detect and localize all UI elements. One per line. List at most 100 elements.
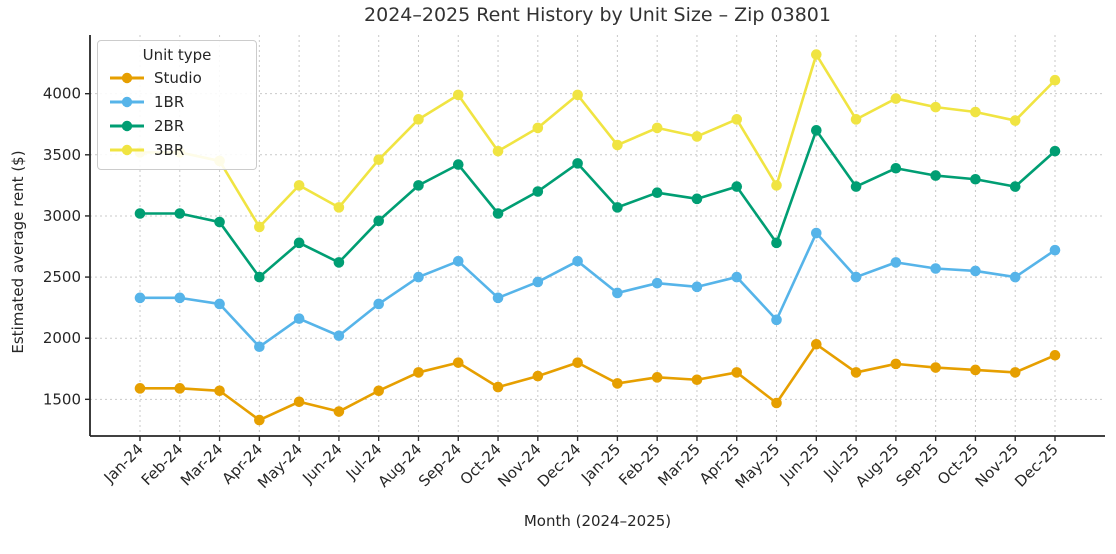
legend-swatch-Studio — [110, 72, 144, 84]
point-3BR-Sep-24 — [452, 89, 464, 101]
legend-items: Studio 1BR 2BR 3BR — [98, 66, 256, 162]
x-tick-label-Dec-25: Dec-25 — [1011, 440, 1062, 491]
legend-label-3BR: 3BR — [154, 141, 185, 159]
point-Studio-Jul-24 — [373, 385, 384, 397]
y-tick-label-2000: 2000 — [43, 329, 81, 347]
point-Studio-Sep-24 — [452, 357, 464, 368]
point-1BR-Dec-25 — [1049, 244, 1061, 256]
legend: Unit type Studio 1BR 2BR 3BR — [97, 40, 257, 170]
point-3BR-May-25 — [771, 180, 782, 191]
point-Studio-Dec-24 — [572, 357, 583, 368]
point-3BR-Mar-25 — [691, 131, 703, 142]
point-3BR-Dec-25 — [1049, 74, 1061, 86]
point-1BR-May-24 — [293, 313, 305, 324]
x-axis-label: Month (2024–2025) — [523, 512, 672, 530]
point-2BR-May-25 — [771, 237, 782, 249]
point-3BR-Dec-24 — [572, 89, 583, 101]
point-3BR-Aug-25 — [890, 93, 902, 104]
point-3BR-Oct-25 — [970, 106, 981, 118]
point-Studio-Mar-24 — [214, 385, 225, 397]
point-2BR-Feb-25 — [651, 187, 663, 199]
point-Studio-Jan-24 — [134, 383, 146, 394]
point-2BR-Jul-24 — [373, 215, 384, 227]
point-2BR-Mar-25 — [691, 193, 703, 205]
point-1BR-Nov-25 — [1009, 271, 1021, 283]
point-2BR-Apr-24 — [254, 271, 265, 283]
point-1BR-Oct-25 — [970, 265, 981, 277]
point-2BR-Sep-24 — [452, 159, 464, 170]
point-3BR-Apr-24 — [254, 221, 265, 233]
point-3BR-Jun-25 — [811, 49, 822, 60]
point-3BR-Oct-24 — [492, 145, 504, 157]
legend-label-Studio: Studio — [154, 69, 202, 87]
x-tick-label-May-25: May-25 — [732, 440, 784, 492]
point-2BR-Dec-25 — [1049, 145, 1061, 157]
point-Studio-May-25 — [771, 397, 782, 409]
point-Studio-Nov-25 — [1009, 367, 1021, 378]
legend-label-2BR: 2BR — [154, 117, 185, 135]
point-1BR-Aug-24 — [413, 271, 424, 283]
legend-item-3BR: 3BR — [98, 138, 256, 162]
point-1BR-Jul-25 — [850, 271, 862, 283]
point-2BR-Mar-24 — [214, 216, 225, 228]
point-2BR-Dec-24 — [572, 158, 583, 169]
point-1BR-Jan-24 — [134, 292, 146, 304]
point-Studio-Nov-24 — [532, 370, 544, 382]
point-1BR-Feb-24 — [174, 292, 186, 304]
legend-label-1BR: 1BR — [154, 93, 185, 111]
x-tick-label-Feb-25: Feb-25 — [615, 440, 664, 489]
legend-swatch-1BR — [110, 96, 144, 108]
legend-item-Studio: Studio — [98, 66, 256, 90]
chart-title: 2024–2025 Rent History by Unit Size – Zi… — [364, 4, 831, 26]
legend-swatch-3BR — [110, 144, 144, 156]
point-1BR-May-25 — [771, 314, 782, 326]
point-1BR-Feb-25 — [651, 277, 663, 289]
y-tick-label-4000: 4000 — [43, 85, 81, 103]
point-Studio-Oct-25 — [970, 364, 981, 376]
x-tick-label-May-24: May-24 — [254, 440, 306, 492]
point-3BR-May-24 — [293, 180, 305, 191]
x-tick-label-Feb-24: Feb-24 — [138, 440, 187, 489]
x-tick-label-Aug-25: Aug-25 — [852, 440, 903, 491]
point-3BR-Nov-25 — [1009, 115, 1021, 126]
point-1BR-Apr-25 — [731, 271, 743, 283]
point-Studio-Apr-24 — [254, 414, 265, 426]
point-3BR-Jul-25 — [850, 114, 862, 125]
point-2BR-Nov-24 — [532, 186, 544, 197]
point-3BR-Aug-24 — [413, 114, 424, 125]
point-1BR-Mar-24 — [214, 298, 225, 310]
point-1BR-Mar-25 — [691, 281, 703, 293]
point-3BR-Jul-24 — [373, 154, 384, 166]
point-2BR-Jun-25 — [811, 125, 822, 136]
point-3BR-Apr-25 — [731, 114, 743, 125]
x-tick-label-Jan-25: Jan-25 — [577, 440, 624, 487]
point-1BR-Aug-25 — [890, 257, 902, 268]
series-line-3BR — [138, 53, 1057, 229]
point-2BR-Oct-24 — [492, 208, 504, 219]
point-2BR-Apr-25 — [731, 181, 743, 192]
point-Studio-Dec-25 — [1049, 350, 1061, 361]
x-tick-label-Dec-24: Dec-24 — [534, 440, 585, 491]
y-tick-label-1500: 1500 — [43, 390, 81, 408]
point-2BR-Jan-25 — [612, 202, 623, 213]
point-Studio-Jun-24 — [333, 406, 345, 417]
point-Studio-Jan-25 — [612, 378, 623, 389]
point-Studio-Feb-25 — [651, 372, 663, 383]
point-2BR-Jul-25 — [850, 181, 862, 192]
point-Studio-Sep-25 — [930, 362, 941, 373]
point-2BR-Aug-25 — [890, 162, 902, 174]
series-line-Studio — [138, 343, 1057, 422]
point-3BR-Jun-24 — [333, 202, 345, 213]
x-tick-label-Mar-24: Mar-24 — [177, 440, 226, 489]
point-1BR-Apr-24 — [254, 341, 265, 353]
legend-title: Unit type — [142, 46, 212, 64]
legend-swatch-2BR — [110, 120, 144, 132]
point-1BR-Sep-25 — [930, 263, 941, 274]
point-Studio-Feb-24 — [174, 383, 186, 394]
point-2BR-Aug-24 — [413, 180, 424, 191]
point-3BR-Feb-25 — [651, 122, 663, 134]
point-1BR-Jun-24 — [333, 330, 345, 342]
y-tick-label-2500: 2500 — [43, 268, 81, 286]
point-Studio-Aug-25 — [890, 358, 902, 370]
x-tick-label-Nov-24: Nov-24 — [494, 440, 544, 490]
